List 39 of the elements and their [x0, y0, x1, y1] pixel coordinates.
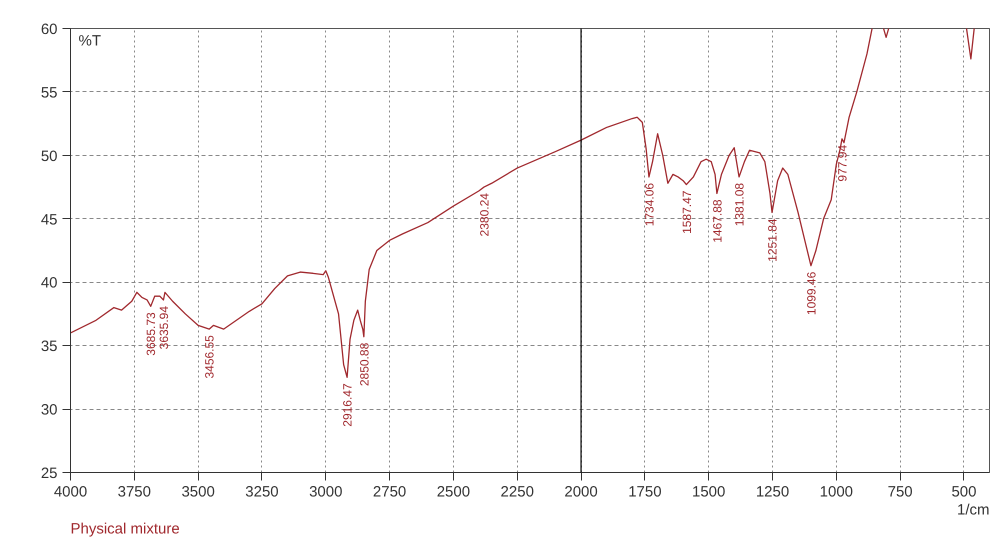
- y-tick-label: 40: [40, 274, 58, 292]
- annotation: 977.94: [835, 144, 850, 182]
- annotation: 1381.08: [732, 182, 747, 226]
- annotation: 3456.55: [202, 334, 217, 379]
- x-tick-label: 500: [951, 484, 976, 500]
- y-tick-label: 35: [40, 338, 58, 356]
- annotation: 1734.06: [642, 182, 656, 226]
- x-tick-label: 2500: [436, 484, 470, 500]
- x-tick-label: 2750: [372, 484, 406, 500]
- y-tick-label: 55: [40, 84, 58, 102]
- y-tick-label: 25: [40, 465, 58, 482]
- y-tick-label: 45: [40, 211, 58, 228]
- x-tick-label: 2250: [500, 484, 534, 500]
- annotation: 2850.88: [357, 342, 372, 386]
- x-tick-label: 3500: [181, 484, 215, 500]
- y-tick-label: 50: [40, 148, 58, 165]
- text: Physical mixture: [70, 520, 180, 537]
- annotation: 1467.88: [710, 199, 724, 243]
- annotation: 1587.47: [680, 190, 694, 234]
- x-tick-label: 3000: [309, 484, 342, 500]
- x-tick-label: 4000: [54, 484, 88, 500]
- x-tick-label: 3250: [245, 484, 279, 500]
- x-tick-label: 1750: [628, 484, 662, 500]
- annotation: 3635.94: [156, 306, 171, 350]
- y-tick-label: 60: [40, 21, 58, 38]
- x-tick-label: 750: [888, 484, 913, 500]
- y-axis-title: %T: [78, 32, 101, 50]
- x-tick-label: 1250: [756, 484, 790, 500]
- x-tick-label: 3750: [118, 484, 152, 500]
- annotation: 2916.47: [340, 383, 355, 427]
- x-tick-label: 1000: [820, 484, 854, 500]
- annotation: 2380.24: [477, 192, 492, 236]
- annotation: 1251.84: [766, 218, 780, 262]
- y-tick-label: 30: [40, 402, 58, 419]
- x-axis-title: 1/cm: [956, 502, 990, 518]
- x-tick-label: 2000: [564, 484, 598, 500]
- x-tick-label: 1500: [692, 484, 726, 500]
- annotation: 1099.46: [804, 271, 818, 316]
- annotation: 3685.73: [144, 312, 158, 356]
